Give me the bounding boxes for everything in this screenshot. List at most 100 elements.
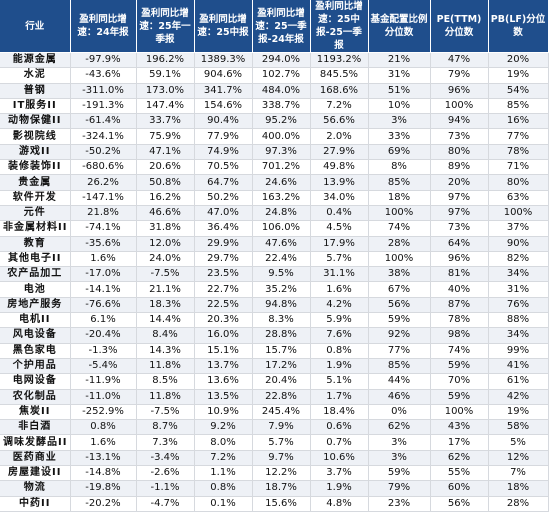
pe-ttm-pct: 81% — [430, 266, 489, 283]
pb-lf-pct: 18% — [488, 480, 549, 497]
header-pe-ttm-pct: PE(TTM)分位数 — [430, 0, 489, 53]
fund-allocation-pct: 92% — [368, 327, 431, 344]
growth-25-q1: 173.0% — [136, 83, 195, 99]
growth-25-q1: 18.3% — [136, 297, 195, 314]
header-growth-25-q1: 盈利同比增速：25年一季报 — [136, 0, 195, 53]
growth-25-h1: 154.6% — [194, 98, 253, 115]
delta-q1-vs-24: 245.4% — [252, 404, 311, 421]
fund-allocation-pct: 21% — [368, 52, 431, 69]
fund-allocation-pct: 38% — [368, 266, 431, 283]
fund-allocation-pct: 0% — [368, 404, 431, 421]
industry-name: 黑色家电 — [0, 343, 71, 359]
fund-allocation-pct: 79% — [368, 480, 431, 497]
growth-25-h1: 77.9% — [194, 128, 253, 145]
growth-25-q1: 196.2% — [136, 52, 195, 69]
industry-name: 动物保健II — [0, 113, 71, 130]
growth-25-h1: 0.1% — [194, 496, 253, 512]
pb-lf-pct: 34% — [488, 327, 549, 344]
table-row: 元件 21.8% 46.6% 47.0% 24.8% 0.4% 100% 97% 100% — [0, 205, 549, 222]
pb-lf-pct: 99% — [488, 343, 549, 359]
fund-allocation-pct: 31% — [368, 67, 431, 84]
pb-lf-pct: 54% — [488, 83, 549, 99]
industry-name: 电网设备 — [0, 373, 71, 390]
growth-25-h1: 22.5% — [194, 297, 253, 314]
growth-24-annual: -680.6% — [70, 159, 137, 176]
delta-h1-vs-q1: 845.5% — [310, 67, 369, 84]
table-row: 非金属材料II -74.1% 31.8% 36.4% 106.0% 4.5% 74% 73% 3… — [0, 220, 549, 237]
industry-name: 电池 — [0, 281, 71, 298]
delta-h1-vs-q1: 0.6% — [310, 419, 369, 436]
pe-ttm-pct: 96% — [430, 83, 489, 99]
pe-ttm-pct: 100% — [430, 404, 489, 421]
delta-h1-vs-q1: 2.0% — [310, 128, 369, 145]
fund-allocation-pct: 56% — [368, 297, 431, 314]
pe-ttm-pct: 78% — [430, 312, 489, 329]
fund-allocation-pct: 85% — [368, 174, 431, 191]
delta-q1-vs-24: 94.8% — [252, 297, 311, 314]
pe-ttm-pct: 64% — [430, 236, 489, 252]
pb-lf-pct: 19% — [488, 404, 549, 421]
growth-25-h1: 13.7% — [194, 358, 253, 375]
delta-h1-vs-q1: 4.2% — [310, 297, 369, 314]
table-row: 电池 -14.1% 21.1% 22.7% 35.2% 1.6% 67% 40% 31% — [0, 281, 549, 298]
pe-ttm-pct: 60% — [430, 480, 489, 497]
table-row: 水泥 -43.6% 59.1% 904.6% 102.7% 845.5% 31% 79% 19% — [0, 67, 549, 84]
pe-ttm-pct: 87% — [430, 297, 489, 314]
growth-25-h1: 1389.3% — [194, 52, 253, 69]
pe-ttm-pct: 43% — [430, 419, 489, 436]
growth-25-q1: 14.3% — [136, 343, 195, 359]
fund-allocation-pct: 59% — [368, 465, 431, 482]
growth-25-h1: 22.7% — [194, 281, 253, 298]
delta-q1-vs-24: 106.0% — [252, 220, 311, 237]
growth-24-annual: -97.9% — [70, 52, 137, 69]
growth-25-q1: -3.4% — [136, 450, 195, 467]
growth-25-h1: 90.4% — [194, 113, 253, 130]
growth-24-annual: 1.6% — [70, 434, 137, 451]
table-row: 电网设备 -11.9% 8.5% 13.6% 20.4% 5.1% 44% 70% 61% — [0, 373, 549, 390]
table-row: 影视院线 -324.1% 75.9% 77.9% 400.0% 2.0% 33% 73% 77% — [0, 128, 549, 145]
fund-allocation-pct: 74% — [368, 220, 431, 237]
delta-q1-vs-24: 12.2% — [252, 465, 311, 482]
industry-name: 游戏II — [0, 144, 71, 161]
delta-h1-vs-q1: 7.2% — [310, 98, 369, 115]
growth-25-q1: 8.7% — [136, 419, 195, 436]
table-row: 贵金属 26.2% 50.8% 64.7% 24.6% 13.9% 85% 20% 80% — [0, 174, 549, 191]
delta-h1-vs-q1: 17.9% — [310, 236, 369, 252]
delta-q1-vs-24: 5.7% — [252, 434, 311, 451]
pe-ttm-pct: 96% — [430, 251, 489, 268]
delta-q1-vs-24: 28.8% — [252, 327, 311, 344]
delta-q1-vs-24: 163.2% — [252, 190, 311, 206]
pe-ttm-pct: 56% — [430, 496, 489, 512]
delta-h1-vs-q1: 5.1% — [310, 373, 369, 390]
industry-name: 房地产服务 — [0, 297, 71, 314]
pb-lf-pct: 85% — [488, 98, 549, 115]
pb-lf-pct: 5% — [488, 434, 549, 451]
table-row: 农化制品 -11.0% 11.8% 13.5% 22.8% 1.7% 46% 59% 42% — [0, 389, 549, 405]
growth-25-q1: 31.8% — [136, 220, 195, 237]
pb-lf-pct: 90% — [488, 236, 549, 252]
pb-lf-pct: 76% — [488, 297, 549, 314]
growth-25-q1: -7.5% — [136, 266, 195, 283]
growth-25-q1: 8.5% — [136, 373, 195, 390]
growth-25-q1: 46.6% — [136, 205, 195, 222]
fund-allocation-pct: 46% — [368, 389, 431, 405]
fund-allocation-pct: 62% — [368, 419, 431, 436]
growth-24-annual: -5.4% — [70, 358, 137, 375]
growth-25-h1: 74.9% — [194, 144, 253, 161]
delta-h1-vs-q1: 4.8% — [310, 496, 369, 512]
growth-25-h1: 36.4% — [194, 220, 253, 237]
header-delta-q1-vs-24: 盈利同比增速：25一季报-24年报 — [252, 0, 311, 53]
delta-h1-vs-q1: 1.6% — [310, 281, 369, 298]
fund-allocation-pct: 59% — [368, 312, 431, 329]
pb-lf-pct: 82% — [488, 251, 549, 268]
growth-25-h1: 8.0% — [194, 434, 253, 451]
pe-ttm-pct: 100% — [430, 98, 489, 115]
delta-q1-vs-24: 17.2% — [252, 358, 311, 375]
delta-q1-vs-24: 102.7% — [252, 67, 311, 84]
industry-name: 医药商业 — [0, 450, 71, 467]
industry-name: 普钢 — [0, 83, 71, 99]
pb-lf-pct: 42% — [488, 389, 549, 405]
growth-24-annual: -324.1% — [70, 128, 137, 145]
table-row: 中药II -20.2% -4.7% 0.1% 15.6% 4.8% 23% 56% 28% — [0, 496, 549, 512]
table-row: 能源金属 -97.9% 196.2% 1389.3% 294.0% 1193.2% 21% 4… — [0, 52, 549, 69]
